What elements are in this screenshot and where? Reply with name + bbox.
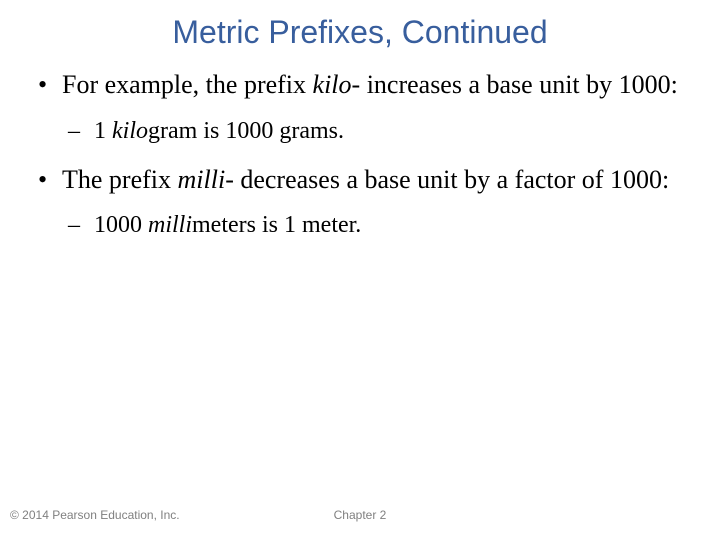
text-segment: - increases a base unit by 1000: — [352, 70, 678, 99]
text-segment: 1000 — [94, 212, 148, 238]
bullet-kilo-intro: For example, the prefix kilo- increases … — [30, 69, 690, 102]
text-segment: gram is 1000 grams. — [148, 118, 344, 144]
bullet-millimeter-example: 1000 millimeters is 1 meter. — [30, 210, 690, 240]
text-segment: The prefix — [62, 165, 178, 194]
slide-title: Metric Prefixes, Continued — [0, 0, 720, 69]
text-italic-kilo: kilo — [313, 70, 352, 99]
text-italic-milli: milli — [148, 212, 192, 238]
text-segment: For example, the prefix — [62, 70, 313, 99]
bullet-milli-intro: The prefix milli- decreases a base unit … — [30, 164, 690, 197]
bullet-kilogram-example: 1 kilogram is 1000 grams. — [30, 116, 690, 146]
text-segment: - decreases a base unit by a factor of 1… — [225, 165, 669, 194]
slide-content: For example, the prefix kilo- increases … — [0, 69, 720, 240]
text-italic-milli: milli — [178, 165, 226, 194]
text-segment: 1 — [94, 118, 112, 144]
slide-container: Metric Prefixes, Continued For example, … — [0, 0, 720, 540]
text-italic-kilo: kilo — [112, 118, 148, 144]
text-segment: meters is 1 meter. — [192, 212, 361, 238]
footer-chapter: Chapter 2 — [0, 508, 720, 522]
